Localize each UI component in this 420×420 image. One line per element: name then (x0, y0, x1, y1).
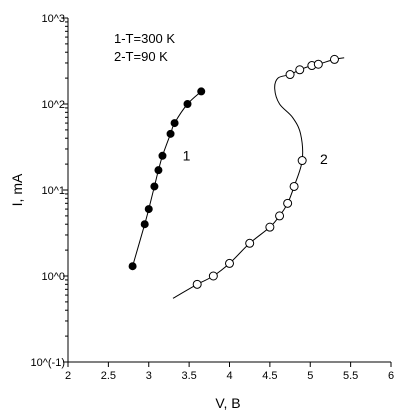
y-tick-label: 10^1 (41, 185, 65, 197)
series-2-point (285, 70, 295, 80)
series-2-point (245, 238, 255, 248)
series-2-point (225, 258, 234, 268)
series-curves (132, 57, 345, 299)
y-tick-label: 10^0 (41, 271, 65, 283)
x-tick-label: 3 (146, 370, 152, 382)
series-1-point (150, 182, 159, 191)
series-2-point (329, 54, 339, 64)
legend: 1-T=300 K 2-T=90 K (114, 31, 175, 64)
axes (67, 18, 391, 363)
x-tick-label: 3.5 (181, 370, 196, 382)
series-1-point (183, 100, 192, 108)
legend-entry-1: 1-T=300 K (114, 31, 175, 46)
series-points (128, 54, 339, 289)
x-tick-label: 2 (65, 370, 71, 382)
series-1-point (170, 119, 179, 128)
y-tick-label: 10^2 (41, 99, 65, 111)
series-1-point (128, 262, 137, 271)
series-1-point (154, 166, 163, 175)
legend-entry-2: 2-T=90 K (114, 49, 168, 64)
x-tick-label: 5 (307, 370, 313, 382)
series-2-point (208, 271, 218, 281)
x-tick-label: 2.5 (101, 370, 116, 382)
x-tick-label: 4 (226, 370, 232, 382)
x-axis-title: V, B (215, 395, 240, 411)
tick-labels: 2 2.5 3 3.5 4 4.5 5 5.5 6 10^(-1) 10^0 10^1 10^2 10^3 (30, 13, 394, 382)
series-1-point (197, 87, 206, 96)
series-2-point (283, 198, 293, 208)
series-2-point (295, 65, 305, 75)
series-2-point (297, 156, 307, 166)
series-1-point (166, 129, 175, 138)
y-tick-label: 10^(-1) (30, 357, 65, 369)
x-tick-label: 4.5 (262, 370, 277, 382)
series-2-point (192, 279, 202, 289)
series-1-point (140, 220, 149, 229)
y-axis-title: I, mA (9, 173, 25, 206)
x-tick-label: 5.5 (343, 370, 358, 382)
y-tick-label: 10^3 (41, 13, 65, 25)
x-tick-label: 6 (388, 370, 394, 382)
tick-marks (63, 17, 392, 367)
series-1-label: 1 (183, 148, 191, 164)
series-2-point (275, 211, 285, 221)
series-1-curve (132, 91, 202, 267)
series-1-point (158, 151, 167, 160)
series-2-point (289, 181, 299, 191)
series-2-label: 2 (320, 151, 328, 167)
series-1-point (144, 205, 153, 214)
series-2-point (265, 222, 275, 232)
series-2-point (313, 59, 323, 69)
